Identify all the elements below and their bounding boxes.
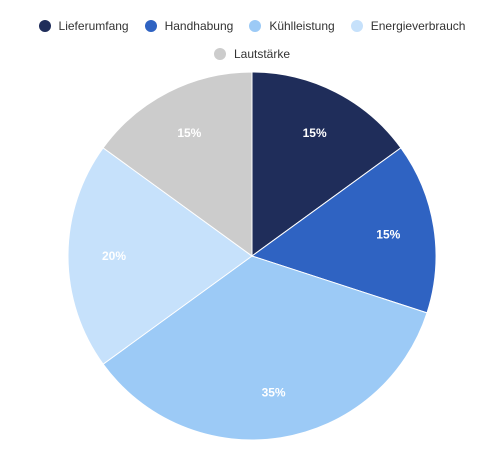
legend-swatch — [213, 48, 226, 60]
pie-slice-energieverbrauch[interactable] — [67, 147, 253, 365]
legend-swatch — [38, 20, 51, 32]
slice-label-lautstaerke: 15% — [177, 126, 201, 140]
chart-legend: Lieferumfang Handhabung Kühlleistung Ene… — [0, 18, 504, 62]
legend-label: Lautstärke — [233, 47, 291, 61]
slice-label-energieverbrauch: 20% — [102, 249, 126, 263]
slice-label-kuehlleistung: 35% — [262, 385, 286, 399]
legend-item-lautstaerke[interactable]: Lautstärke — [213, 46, 291, 62]
pie-slice-handhabung[interactable] — [250, 147, 437, 314]
legend-label: Energieverbrauch — [370, 19, 466, 33]
legend-item-kuehlleistung[interactable]: Kühlleistung — [249, 18, 335, 34]
legend-label: Handhabung — [164, 19, 234, 33]
slice-label-handhabung: 15% — [376, 227, 400, 241]
legend-item-energieverbrauch[interactable]: Energieverbrauch — [350, 18, 466, 34]
legend-label: Lieferumfang — [58, 19, 129, 33]
legend-label: Kühlleistung — [269, 19, 335, 33]
pie-slice-kuehlleistung[interactable] — [102, 255, 428, 441]
legend-swatch — [350, 20, 363, 32]
pie-slice-lieferumfang[interactable] — [251, 71, 402, 257]
legend-item-lieferumfang[interactable]: Lieferumfang — [38, 18, 129, 34]
legend-item-handhabung[interactable]: Handhabung — [144, 18, 234, 34]
pie-slice-lautstaerke[interactable] — [102, 71, 253, 257]
legend-swatch — [144, 20, 157, 32]
legend-swatch — [249, 20, 262, 32]
slice-label-lieferumfang: 15% — [303, 126, 327, 140]
